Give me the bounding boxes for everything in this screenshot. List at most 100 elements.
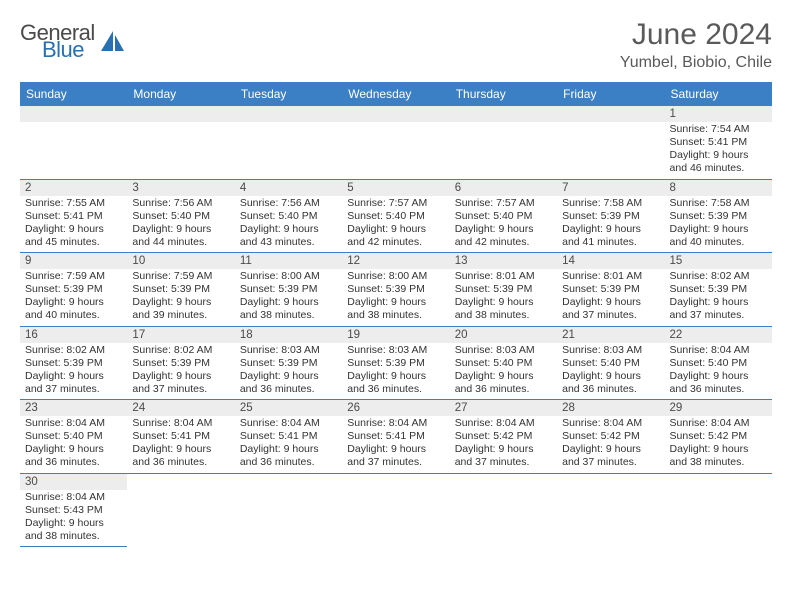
- day-number: 20: [450, 327, 557, 343]
- calendar-cell: [665, 473, 772, 547]
- daylight-line: Daylight: 9 hours and 36 minutes.: [562, 370, 641, 395]
- day-header: Sunday: [20, 82, 127, 106]
- sunrise-line: Sunrise: 8:04 AM: [25, 491, 105, 503]
- sunrise-line: Sunrise: 8:03 AM: [455, 344, 535, 356]
- calendar-cell: 17Sunrise: 8:02 AMSunset: 5:39 PMDayligh…: [127, 326, 234, 400]
- sunrise-line: Sunrise: 7:57 AM: [455, 197, 535, 209]
- daylight-line: Daylight: 9 hours and 36 minutes.: [25, 443, 104, 468]
- day-header: Wednesday: [342, 82, 449, 106]
- daylight-line: Daylight: 9 hours and 40 minutes.: [670, 223, 749, 248]
- empty-day-strip: [20, 106, 127, 122]
- daylight-line: Daylight: 9 hours and 40 minutes.: [25, 296, 104, 321]
- sunrise-line: Sunrise: 8:04 AM: [25, 417, 105, 429]
- sunset-line: Sunset: 5:39 PM: [25, 357, 103, 369]
- sunset-line: Sunset: 5:39 PM: [670, 210, 748, 222]
- daylight-line: Daylight: 9 hours and 43 minutes.: [240, 223, 319, 248]
- sunrise-line: Sunrise: 8:00 AM: [240, 270, 320, 282]
- calendar-cell: [450, 106, 557, 179]
- calendar-cell: [127, 473, 234, 547]
- daylight-line: Daylight: 9 hours and 38 minutes.: [670, 443, 749, 468]
- calendar-cell: [342, 106, 449, 179]
- sunset-line: Sunset: 5:40 PM: [455, 210, 533, 222]
- calendar-cell: 27Sunrise: 8:04 AMSunset: 5:42 PMDayligh…: [450, 400, 557, 474]
- calendar-week: 1Sunrise: 7:54 AMSunset: 5:41 PMDaylight…: [20, 106, 772, 179]
- sunrise-line: Sunrise: 8:03 AM: [562, 344, 642, 356]
- sunset-line: Sunset: 5:42 PM: [670, 430, 748, 442]
- daylight-line: Daylight: 9 hours and 37 minutes.: [562, 443, 641, 468]
- sunrise-line: Sunrise: 8:04 AM: [562, 417, 642, 429]
- day-details: Sunrise: 8:04 AMSunset: 5:40 PMDaylight:…: [20, 416, 127, 473]
- sunrise-line: Sunrise: 7:56 AM: [240, 197, 320, 209]
- day-number: 29: [665, 400, 772, 416]
- calendar-week: 9Sunrise: 7:59 AMSunset: 5:39 PMDaylight…: [20, 253, 772, 327]
- day-header-row: SundayMondayTuesdayWednesdayThursdayFrid…: [20, 82, 772, 106]
- calendar-cell: 6Sunrise: 7:57 AMSunset: 5:40 PMDaylight…: [450, 179, 557, 253]
- day-number: 4: [235, 180, 342, 196]
- day-header: Tuesday: [235, 82, 342, 106]
- day-details: Sunrise: 8:01 AMSunset: 5:39 PMDaylight:…: [450, 269, 557, 326]
- day-number: 12: [342, 253, 449, 269]
- calendar-cell: 24Sunrise: 8:04 AMSunset: 5:41 PMDayligh…: [127, 400, 234, 474]
- calendar-cell: 23Sunrise: 8:04 AMSunset: 5:40 PMDayligh…: [20, 400, 127, 474]
- day-details: Sunrise: 8:03 AMSunset: 5:39 PMDaylight:…: [342, 343, 449, 400]
- sunset-line: Sunset: 5:39 PM: [670, 283, 748, 295]
- sunset-line: Sunset: 5:41 PM: [670, 136, 748, 148]
- sunset-line: Sunset: 5:40 PM: [562, 357, 640, 369]
- calendar-cell: 22Sunrise: 8:04 AMSunset: 5:40 PMDayligh…: [665, 326, 772, 400]
- day-details: Sunrise: 8:04 AMSunset: 5:40 PMDaylight:…: [665, 343, 772, 400]
- day-details: Sunrise: 8:03 AMSunset: 5:40 PMDaylight:…: [450, 343, 557, 400]
- calendar-cell: 4Sunrise: 7:56 AMSunset: 5:40 PMDaylight…: [235, 179, 342, 253]
- day-details: Sunrise: 8:00 AMSunset: 5:39 PMDaylight:…: [235, 269, 342, 326]
- day-details: Sunrise: 8:01 AMSunset: 5:39 PMDaylight:…: [557, 269, 664, 326]
- day-number: 28: [557, 400, 664, 416]
- sunset-line: Sunset: 5:42 PM: [562, 430, 640, 442]
- daylight-line: Daylight: 9 hours and 38 minutes.: [347, 296, 426, 321]
- daylight-line: Daylight: 9 hours and 41 minutes.: [562, 223, 641, 248]
- day-number: 7: [557, 180, 664, 196]
- daylight-line: Daylight: 9 hours and 42 minutes.: [455, 223, 534, 248]
- day-details: Sunrise: 8:04 AMSunset: 5:41 PMDaylight:…: [342, 416, 449, 473]
- calendar-cell: 5Sunrise: 7:57 AMSunset: 5:40 PMDaylight…: [342, 179, 449, 253]
- sunset-line: Sunset: 5:39 PM: [132, 283, 210, 295]
- daylight-line: Daylight: 9 hours and 39 minutes.: [132, 296, 211, 321]
- daylight-line: Daylight: 9 hours and 37 minutes.: [455, 443, 534, 468]
- day-number: 2: [20, 180, 127, 196]
- calendar-cell: [557, 106, 664, 179]
- day-details: Sunrise: 8:04 AMSunset: 5:42 PMDaylight:…: [557, 416, 664, 473]
- sunset-line: Sunset: 5:39 PM: [455, 283, 533, 295]
- sunset-line: Sunset: 5:41 PM: [347, 430, 425, 442]
- day-number: 22: [665, 327, 772, 343]
- day-details: Sunrise: 8:04 AMSunset: 5:42 PMDaylight:…: [450, 416, 557, 473]
- calendar-cell: 1Sunrise: 7:54 AMSunset: 5:41 PMDaylight…: [665, 106, 772, 179]
- sunrise-line: Sunrise: 8:04 AM: [670, 344, 750, 356]
- sunrise-line: Sunrise: 8:04 AM: [455, 417, 535, 429]
- day-details: Sunrise: 8:04 AMSunset: 5:41 PMDaylight:…: [235, 416, 342, 473]
- sunrise-line: Sunrise: 8:04 AM: [347, 417, 427, 429]
- day-number: 25: [235, 400, 342, 416]
- calendar-cell: 16Sunrise: 8:02 AMSunset: 5:39 PMDayligh…: [20, 326, 127, 400]
- calendar-cell: 18Sunrise: 8:03 AMSunset: 5:39 PMDayligh…: [235, 326, 342, 400]
- day-number: 18: [235, 327, 342, 343]
- sunrise-line: Sunrise: 7:56 AM: [132, 197, 212, 209]
- day-details: Sunrise: 8:02 AMSunset: 5:39 PMDaylight:…: [665, 269, 772, 326]
- sunset-line: Sunset: 5:41 PM: [240, 430, 318, 442]
- day-number: 27: [450, 400, 557, 416]
- calendar-cell: [450, 473, 557, 547]
- sunset-line: Sunset: 5:39 PM: [347, 283, 425, 295]
- location-text: Yumbel, Biobio, Chile: [620, 54, 772, 72]
- sunrise-line: Sunrise: 8:02 AM: [132, 344, 212, 356]
- sunrise-line: Sunrise: 7:58 AM: [562, 197, 642, 209]
- sunset-line: Sunset: 5:40 PM: [455, 357, 533, 369]
- daylight-line: Daylight: 9 hours and 36 minutes.: [132, 443, 211, 468]
- day-details: Sunrise: 7:57 AMSunset: 5:40 PMDaylight:…: [342, 196, 449, 253]
- day-number: 19: [342, 327, 449, 343]
- sunset-line: Sunset: 5:39 PM: [132, 357, 210, 369]
- calendar-cell: 9Sunrise: 7:59 AMSunset: 5:39 PMDaylight…: [20, 253, 127, 327]
- sunrise-line: Sunrise: 8:04 AM: [670, 417, 750, 429]
- daylight-line: Daylight: 9 hours and 46 minutes.: [670, 149, 749, 174]
- calendar-week: 30Sunrise: 8:04 AMSunset: 5:43 PMDayligh…: [20, 473, 772, 547]
- day-number: 21: [557, 327, 664, 343]
- sunset-line: Sunset: 5:39 PM: [240, 357, 318, 369]
- day-number: 9: [20, 253, 127, 269]
- daylight-line: Daylight: 9 hours and 36 minutes.: [240, 443, 319, 468]
